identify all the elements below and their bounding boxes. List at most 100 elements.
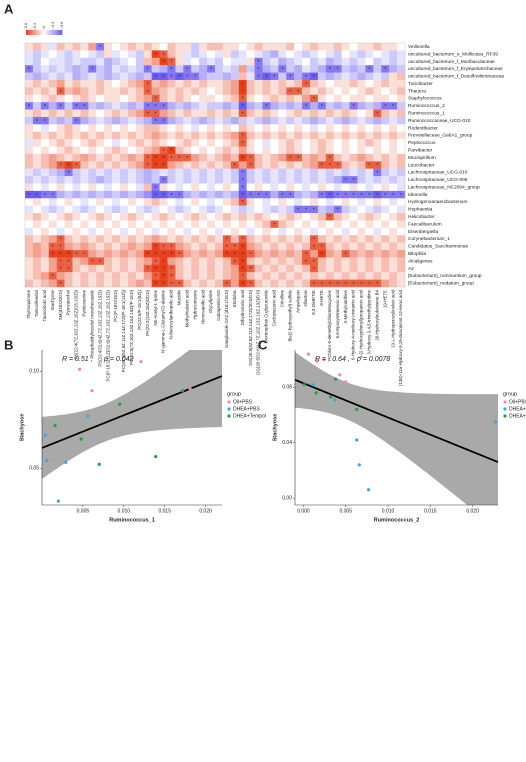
heatmap-cell [135, 227, 144, 236]
heatmap-cell [254, 257, 263, 266]
significance-star: * [313, 282, 315, 288]
heatmap-cell [381, 57, 390, 66]
heatmap-cell [96, 279, 105, 288]
heatmap-cell [135, 116, 144, 125]
heatmap-cell [40, 57, 49, 66]
significance-star: * [60, 259, 62, 265]
heatmap-cell [286, 264, 295, 273]
heatmap-cell [32, 146, 42, 155]
heatmap-cell [40, 124, 49, 132]
heatmap-cell [104, 205, 113, 214]
heatmap-cell [167, 213, 176, 221]
heatmap-cell [278, 161, 287, 169]
heatmap-cell [349, 102, 358, 110]
heatmap-cell [143, 43, 152, 51]
column-label: SM(d18:0/20:0) [58, 289, 63, 320]
heatmap-cell [373, 168, 382, 177]
heatmap-cell [143, 205, 152, 214]
heatmap-cell [381, 250, 390, 258]
heatmap-cell [333, 72, 342, 81]
heatmap-cell [64, 250, 73, 258]
heatmap-cell [159, 198, 168, 206]
heatmap-cell [373, 124, 382, 132]
significance-star: * [155, 119, 157, 125]
heatmap-cell [294, 242, 303, 251]
heatmap-cell [127, 264, 137, 273]
significance-star: * [337, 163, 339, 169]
heatmap-cell [222, 176, 232, 184]
heatmap-cell [199, 131, 208, 140]
heatmap-cell [381, 43, 390, 51]
significance-star: * [242, 259, 244, 265]
heatmap-cell [222, 198, 232, 206]
heatmap-cell [167, 198, 176, 206]
heatmap-cell [302, 257, 311, 266]
heatmap-cell [159, 146, 168, 155]
data-point [344, 380, 348, 384]
heatmap-cell [88, 250, 97, 258]
heatmap-cell [317, 213, 327, 221]
heatmap-cell [222, 161, 232, 169]
heatmap-cell [381, 161, 390, 169]
significance-star: * [242, 89, 244, 95]
legend-label: DHEA+PBS [509, 406, 526, 412]
heatmap-cell [397, 72, 406, 81]
heatmap-cell [80, 183, 89, 192]
heatmap-cell [230, 190, 239, 199]
significance-star: * [36, 119, 38, 125]
heatmap-cell [389, 146, 398, 155]
heatmap-cell [199, 227, 208, 236]
heatmap-cell [96, 146, 105, 155]
heatmap-cell [143, 227, 152, 236]
heatmap-cell [64, 198, 73, 206]
significance-star: * [321, 104, 323, 110]
heatmap-cell [254, 279, 263, 288]
heatmap-cell [349, 161, 358, 169]
heatmap-cell [175, 102, 184, 110]
heatmap-cell [104, 94, 113, 103]
heatmap-cell [48, 257, 57, 266]
heatmap-cell [175, 109, 184, 118]
heatmap-cell [357, 109, 366, 118]
heatmap-cell [389, 257, 398, 266]
column-label: 3-(2-Hydroxyphenyl)propanoic acid [359, 289, 364, 358]
colorbar-tick-label: -0.3 [51, 22, 55, 28]
heatmap-cell [246, 124, 255, 132]
significance-star: * [163, 178, 165, 184]
heatmap-cell [32, 242, 42, 251]
row-label: Mucispirillum [408, 155, 436, 161]
heatmap-cell [397, 279, 406, 288]
significance-star: * [163, 163, 165, 169]
heatmap-cell [159, 57, 168, 66]
heatmap-cell [333, 87, 342, 95]
heatmap-cell [357, 79, 366, 88]
heatmap-cell [389, 153, 398, 162]
colorbar-segment [38, 30, 40, 35]
significance-star: * [313, 267, 315, 273]
heatmap-cell [127, 139, 137, 147]
heatmap-cell [56, 87, 65, 95]
heatmap-cell [238, 57, 247, 66]
heatmap-cell [135, 176, 144, 184]
heatmap-cell [104, 242, 113, 251]
significance-star: * [353, 104, 355, 110]
heatmap-cell [365, 279, 374, 288]
heatmap-cell [207, 65, 216, 73]
heatmap-cell [254, 176, 263, 184]
heatmap-cell [48, 279, 57, 288]
heatmap-cell [357, 65, 366, 73]
heatmap-cell [199, 43, 208, 51]
heatmap-cell [333, 146, 342, 155]
heatmap-cell [80, 153, 89, 162]
heatmap-cell [56, 220, 65, 229]
heatmap-cell [246, 220, 255, 229]
heatmap-cell [381, 205, 390, 214]
heatmap-cell [302, 50, 311, 58]
heatmap-cell [365, 94, 374, 103]
significance-star: * [170, 156, 172, 162]
significance-star: * [163, 274, 165, 280]
heatmap-cell [278, 109, 287, 118]
heatmap-cell [310, 109, 319, 118]
heatmap-cell [286, 65, 295, 73]
heatmap-cell [32, 235, 42, 243]
